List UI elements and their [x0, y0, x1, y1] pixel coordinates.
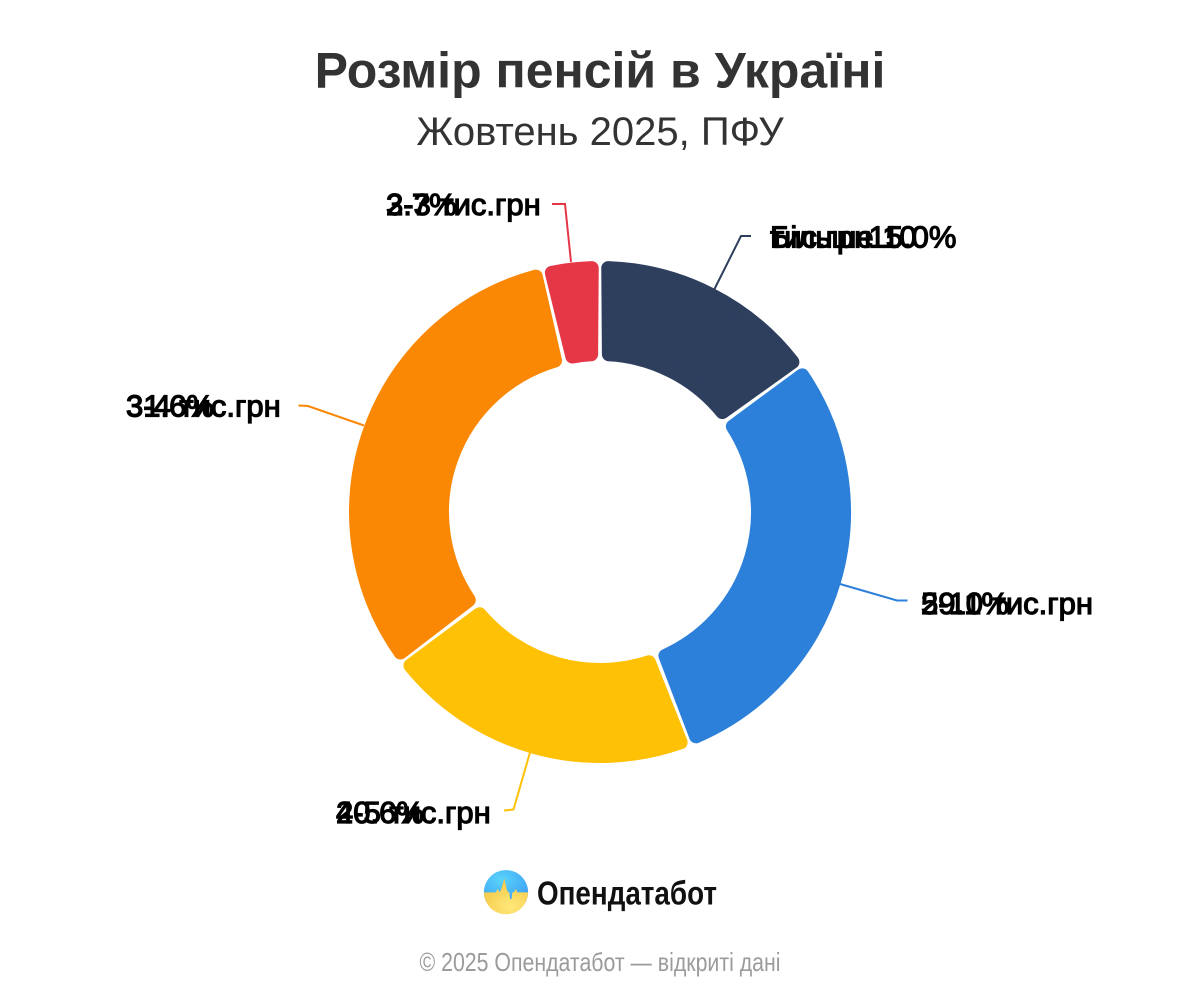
- svg-text:Жовтень 2025, ПФУ: Жовтень 2025, ПФУ: [416, 110, 784, 154]
- svg-text:4-5 тис.грн: 4-5 тис.грн: [336, 795, 491, 830]
- svg-text:Опендатабот: Опендатабот: [537, 875, 717, 912]
- svg-text:3.7%: 3.7%: [386, 187, 457, 222]
- svg-text:20.6%: 20.6%: [336, 795, 424, 830]
- svg-text:3-4 тис.грн: 3-4 тис.грн: [126, 389, 281, 424]
- svg-text:2-3 тис.грн: 2-3 тис.грн: [386, 187, 541, 222]
- svg-text:тис.грн: тис.грн: [770, 220, 871, 255]
- svg-text:29.1%: 29.1%: [921, 586, 1009, 621]
- svg-text:5-10 тис.грн: 5-10 тис.грн: [921, 586, 1093, 621]
- svg-text:Більше 10: Більше 10: [770, 220, 917, 255]
- svg-text:© 2025 Опендатабот — відкриті: © 2025 Опендатабот — відкриті дані: [420, 947, 781, 977]
- svg-text:31.6%: 31.6%: [126, 389, 214, 424]
- svg-text:15.0%: 15.0%: [869, 220, 957, 255]
- svg-text:Розмір пенсій в Україні: Розмір пенсій в Україні: [315, 43, 886, 99]
